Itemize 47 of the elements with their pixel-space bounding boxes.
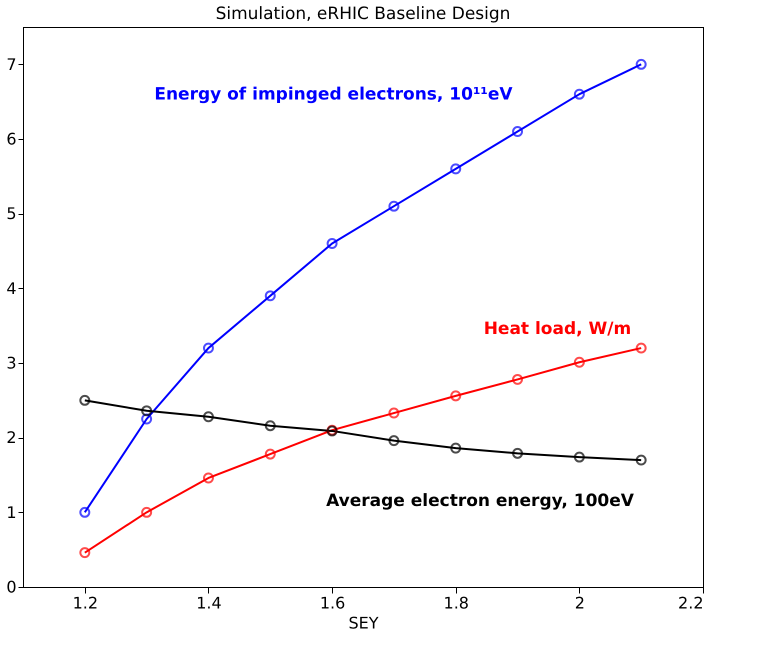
point: [636, 342, 647, 354]
y-tick-label: 5: [6, 204, 16, 224]
chart-title: Simulation, eRHIC Baseline Design: [216, 4, 510, 24]
point: [326, 238, 338, 249]
point: [388, 408, 400, 418]
y-tick-label: 7: [6, 54, 16, 74]
x-tick-label: 2: [574, 594, 585, 612]
y-tick-label: 0: [6, 578, 16, 596]
point: [388, 435, 400, 446]
point: [141, 506, 152, 518]
point: [202, 472, 214, 484]
x-axis-title: SEY: [348, 614, 379, 632]
y-tick-label: 2: [6, 428, 16, 448]
y-tick-label: 4: [6, 278, 16, 298]
x-tick-label: 1.4: [196, 594, 222, 612]
point: [264, 290, 276, 302]
point: [450, 442, 462, 454]
point: [264, 420, 276, 432]
point: [79, 506, 90, 518]
point: [202, 342, 214, 354]
point: [450, 390, 462, 402]
point: [141, 405, 152, 416]
x-tick-label: 1.2: [72, 594, 98, 612]
point: [141, 414, 152, 424]
point: [574, 356, 585, 368]
point: [202, 411, 214, 422]
point: [636, 58, 647, 70]
point: [574, 452, 585, 463]
point: [636, 454, 647, 466]
series-label: Energy of impinged electrons, 10¹¹eV: [154, 84, 514, 105]
point: [512, 374, 524, 385]
x-tick-label: 2.2: [678, 594, 704, 612]
point: [79, 394, 90, 406]
point: [574, 88, 585, 100]
x-tick-label: 1.6: [320, 594, 346, 612]
y-tick-label: 3: [6, 354, 16, 372]
series-label: Heat load, W/m: [484, 319, 632, 340]
x-tick-label: 1.8: [444, 594, 469, 612]
y-tick-label: 6: [6, 130, 16, 148]
point: [512, 126, 524, 137]
point: [450, 163, 462, 174]
point: [264, 448, 276, 460]
point: [512, 448, 524, 459]
y-tick-label: 1: [6, 502, 16, 522]
point: [388, 200, 400, 212]
point: [79, 547, 90, 558]
series-label: Average electron energy, 100eV: [326, 490, 635, 511]
